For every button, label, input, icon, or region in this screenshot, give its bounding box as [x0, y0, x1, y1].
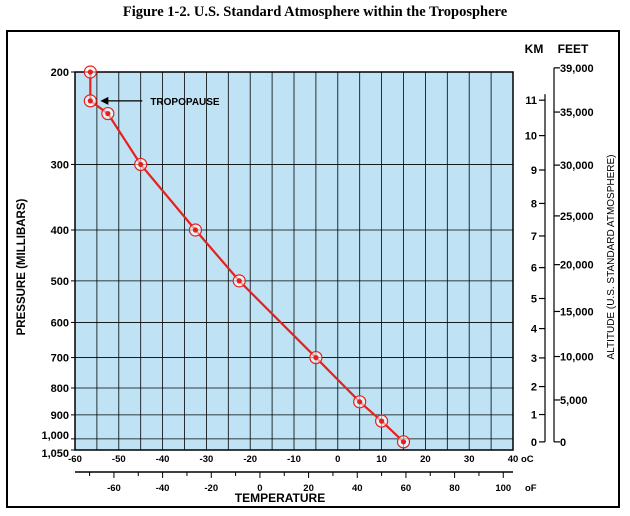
km-tick-label: 11	[525, 95, 537, 107]
chart-frame: 200 300 400 500 600 700 800 900 1,000 1,050 -60 -5…	[6, 30, 620, 508]
pressure-tick-label: 400	[51, 225, 69, 237]
y-axis-title: PRESSURE (MILLIBARS)	[16, 198, 28, 335]
fahrenheit-unit-label: oF	[525, 483, 537, 494]
data-point	[105, 110, 111, 117]
celsius-axis: -60 -50 -40 -30 -20 -10 0 10 20 30 40 oC	[68, 454, 534, 465]
pressure-axis: 200 300 400 500 600 700 800 900 1,000 1,050	[41, 67, 75, 460]
tropopause-annotation: TROPOPAUSE	[100, 96, 220, 108]
pressure-tick-label: 200	[51, 67, 69, 79]
pressure-tick-label: 600	[51, 317, 69, 329]
km-tick-label: 1	[531, 410, 537, 422]
data-point	[400, 439, 407, 445]
celsius-tick-label: -20	[243, 454, 257, 465]
feet-axis: 0 5,000 10,000 15,000 20,000 25,000 30,000 35,0…	[553, 63, 594, 449]
pressure-tick-label: 1,050	[41, 448, 69, 460]
fahrenheit-tick-label: 80	[449, 483, 460, 494]
feet-tick-label: 20,000	[560, 260, 594, 272]
celsius-tick-label: -40	[156, 454, 170, 465]
pressure-tick-label: 300	[51, 159, 69, 171]
grid-lines	[75, 72, 513, 450]
fahrenheit-axis: -60 -40 -20 0 20 40 60 80 100 oF	[75, 471, 537, 494]
feet-tick-label: 5,000	[560, 395, 588, 407]
data-point	[313, 354, 319, 361]
data-point	[87, 98, 93, 104]
x-axis-title: TEMPERATURE	[235, 491, 325, 505]
pressure-tick-label: 500	[51, 276, 69, 288]
fahrenheit-tick-label: -20	[204, 483, 218, 494]
feet-tick-label: 39,000	[560, 63, 594, 75]
fahrenheit-tick-label: 60	[401, 483, 412, 494]
fahrenheit-tick-label: 40	[352, 483, 363, 494]
km-tick-label: 3	[531, 353, 537, 365]
data-point	[236, 278, 242, 284]
feet-tick-label: 25,000	[560, 211, 594, 223]
celsius-tick-label: 30	[464, 454, 475, 465]
temperature-series	[83, 65, 411, 449]
plot-border	[74, 71, 514, 451]
annotation-arrow-head	[100, 96, 109, 105]
feet-tick-label: 0	[560, 437, 566, 449]
km-header: KM	[525, 42, 544, 56]
data-point	[192, 227, 199, 233]
fahrenheit-tick-label: -40	[156, 483, 170, 494]
feet-tick-label: 35,000	[560, 107, 594, 119]
data-point	[379, 418, 385, 424]
pressure-tick-label: 700	[51, 353, 69, 365]
pressure-tick-label: 1,000	[41, 430, 69, 442]
km-tick-label: 2	[531, 382, 537, 394]
fahrenheit-tick-label: 0	[257, 483, 262, 494]
feet-tick-label: 15,000	[560, 306, 594, 318]
celsius-tick-label: 10	[376, 454, 387, 465]
data-point	[357, 399, 363, 405]
feet-tick-label: 30,000	[560, 160, 594, 172]
km-tick-label: 5	[531, 293, 537, 305]
km-tick-label: 0	[531, 437, 537, 449]
data-point	[87, 69, 93, 75]
km-tick-label: 6	[531, 263, 537, 275]
fahrenheit-tick-label: 100	[495, 483, 511, 494]
celsius-tick-label: -10	[287, 454, 301, 465]
feet-tick-label: 10,000	[560, 352, 594, 364]
figure-title: Figure 1-2. U.S. Standard Atmosphere wit…	[122, 4, 508, 20]
feet-header: FEET	[558, 42, 589, 56]
km-tick-label: 7	[531, 231, 537, 243]
celsius-tick-label: -60	[68, 454, 82, 465]
altitude-axis-title: ALTITUDE (U.S. STANDARD ATMOSPHERE)	[606, 154, 617, 359]
pressure-tick-label: 800	[51, 383, 69, 395]
km-tick-label: 10	[525, 131, 537, 143]
celsius-tick-label: -30	[200, 454, 214, 465]
celsius-tick-label: 20	[420, 454, 431, 465]
fahrenheit-tick-label: -60	[107, 483, 121, 494]
data-point	[138, 161, 144, 168]
celsius-tick-label: -50	[112, 454, 126, 465]
celsius-tick-label: 40	[508, 454, 519, 465]
celsius-unit-label: oC	[521, 454, 534, 465]
fahrenheit-tick-label: 20	[303, 483, 314, 494]
km-tick-label: 9	[531, 165, 537, 177]
pressure-tick-label: 900	[51, 410, 69, 422]
tropopause-label: TROPOPAUSE	[150, 97, 220, 108]
km-axis: 0 1 2 3 4 5 6 7 8 9 10 11	[525, 94, 546, 449]
celsius-tick-label: 0	[335, 454, 340, 465]
km-tick-label: 4	[531, 324, 538, 336]
temperature-line	[89, 72, 405, 443]
km-tick-label: 8	[531, 198, 537, 210]
